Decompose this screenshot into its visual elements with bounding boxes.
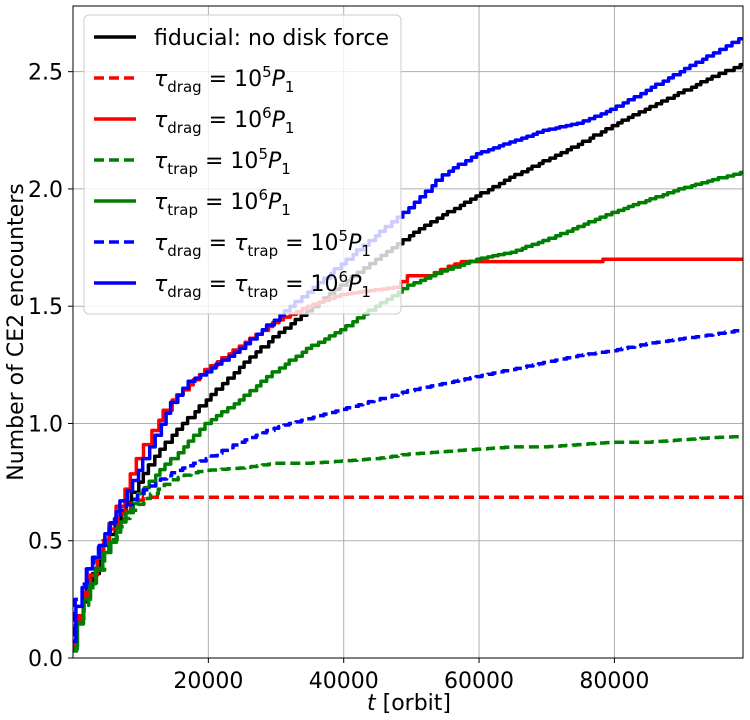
exponent: 5 <box>262 63 272 81</box>
equals-sign: = <box>202 231 234 256</box>
series-line-6 <box>73 327 743 637</box>
x-tick-label: 20000 <box>173 669 243 694</box>
legend-label: τdrag = 105P1 <box>154 63 294 96</box>
x-axis-ticks: 20000 40000 60000 80000 <box>173 658 649 694</box>
plot-frame <box>72 5 744 659</box>
y-tick-label: 0.5 <box>28 530 63 555</box>
tau-symbol: τ <box>234 231 248 256</box>
tau-subscript: drag <box>167 119 201 137</box>
legend-box <box>83 14 402 315</box>
equals-base: = 10 <box>278 231 338 256</box>
period-symbol: P <box>348 231 362 256</box>
x-tick-label: 60000 <box>444 669 514 694</box>
series-lines <box>73 37 743 653</box>
tau-subscript: drag <box>167 78 201 96</box>
period-symbol: P <box>268 149 282 174</box>
period-subscript: 1 <box>361 242 371 260</box>
legend-label: τtrap = 106P1 <box>154 186 291 219</box>
x-axis-title-unit: [orbit] <box>376 691 451 716</box>
exponent: 6 <box>339 268 349 286</box>
exponent: 5 <box>258 145 268 163</box>
y-tick-label: 2.5 <box>28 61 63 86</box>
tau-subscript: trap <box>167 201 198 219</box>
y-tick-label: 0.0 <box>28 647 63 672</box>
period-subscript: 1 <box>361 283 371 301</box>
exponent: 6 <box>258 186 268 204</box>
series-line-1 <box>73 62 743 649</box>
series-line-5 <box>73 170 743 651</box>
y-tick-label: 2.0 <box>28 178 63 203</box>
tau-subscript: trap <box>247 283 278 301</box>
period-symbol: P <box>348 272 362 297</box>
tau-symbol: τ <box>154 231 168 256</box>
y-tick-label: 1.0 <box>28 412 63 437</box>
equals-base: = 10 <box>202 108 262 133</box>
period-symbol: P <box>272 108 286 133</box>
equals-base: = 10 <box>278 272 338 297</box>
series-line-7 <box>73 37 743 644</box>
period-symbol: P <box>268 190 282 215</box>
exponent: 5 <box>339 227 349 245</box>
period-symbol: P <box>272 67 286 92</box>
legend-label: τdrag = τtrap = 106P1 <box>154 268 371 301</box>
tau-symbol: τ <box>154 272 168 297</box>
x-tick-label: 80000 <box>579 669 649 694</box>
tau-subscript: trap <box>167 160 198 178</box>
legend-label: τdrag = 106P1 <box>154 104 294 137</box>
tau-symbol: τ <box>154 67 168 92</box>
legend-label: fiducial: no disk force <box>154 26 389 51</box>
series-line-4 <box>73 434 743 653</box>
tau-subscript: drag <box>167 283 201 301</box>
x-axis-title: t [orbit] <box>367 691 451 716</box>
tau-subscript: drag <box>167 242 201 260</box>
equals-sign: = <box>202 272 234 297</box>
equals-base: = 10 <box>198 149 258 174</box>
legend-label: τdrag = τtrap = 105P1 <box>154 227 371 260</box>
period-subscript: 1 <box>285 119 295 137</box>
y-axis-ticks: 0.0 0.5 1.0 1.5 2.0 2.5 <box>28 61 73 672</box>
period-subscript: 1 <box>281 160 291 178</box>
y-axis-title: Number of CE2 encounters <box>4 183 29 480</box>
tau-subscript: trap <box>247 242 278 260</box>
equals-base: = 10 <box>202 67 262 92</box>
x-axis-title-var: t <box>367 691 377 716</box>
tau-symbol: τ <box>154 190 168 215</box>
tau-symbol: τ <box>154 149 168 174</box>
x-tick-label: 40000 <box>309 669 379 694</box>
exponent: 6 <box>262 104 272 122</box>
legend-label: τtrap = 105P1 <box>154 145 291 178</box>
y-tick-label: 1.5 <box>28 295 63 320</box>
equals-base: = 10 <box>198 190 258 215</box>
period-subscript: 1 <box>285 78 295 96</box>
period-subscript: 1 <box>281 201 291 219</box>
series-line-2 <box>73 495 743 649</box>
tau-symbol: τ <box>234 272 248 297</box>
tau-symbol: τ <box>154 108 168 133</box>
